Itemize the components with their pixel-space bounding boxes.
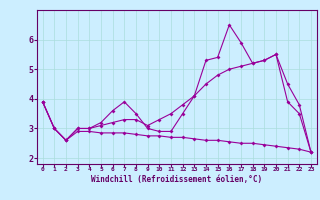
X-axis label: Windchill (Refroidissement éolien,°C): Windchill (Refroidissement éolien,°C) xyxy=(91,175,262,184)
